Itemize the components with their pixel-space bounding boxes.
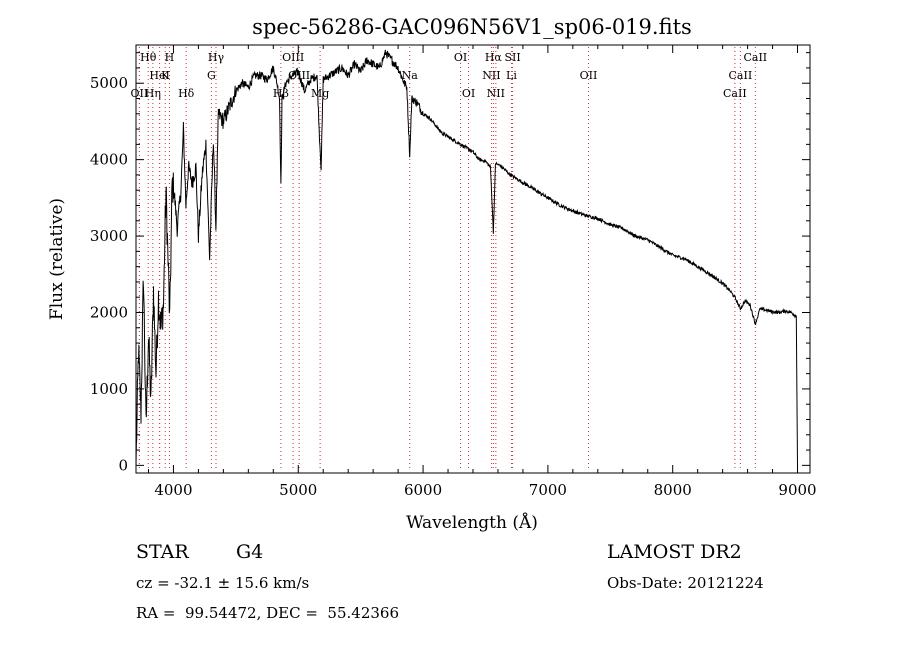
y-tick-label: 3000 [90,227,128,245]
line-marker-label: OII [131,87,149,100]
line-marker-label: K [161,69,170,82]
line-marker-label: Hβ [273,87,289,100]
line-marker-label: Hα [485,51,503,64]
line-marker-label: OI [462,87,475,100]
x-tick-label: 6000 [404,481,442,499]
line-marker-label: Hδ [178,87,195,100]
y-tick-label: 1000 [90,380,128,398]
line-marker-label: OI [454,51,467,64]
line-marker-label: SII [504,51,520,64]
line-marker-label: CaII [723,87,747,100]
line-marker-label: Hη [145,87,161,100]
coordinates: RA = 99.54472, DEC = 55.42366 [136,604,400,622]
line-marker-label: Li [506,69,517,82]
line-marker-label: G [207,69,216,82]
x-axis-label: Wavelength (Å) [406,512,538,533]
y-tick-label: 4000 [90,151,128,169]
y-tick-label: 2000 [90,304,128,322]
line-marker-label: HeI [149,69,169,82]
line-marker-label: Hθ [140,51,157,64]
x-tick-label: 7000 [529,481,567,499]
line-marker-label: CaII [743,51,767,64]
object-subclass: G4 [236,541,264,563]
y-tick-label: 0 [118,456,128,474]
line-marker-label: NII [482,69,500,82]
x-tick-label: 5000 [279,481,317,499]
redshift-readout: cz = -32.1 ± 15.6 km/s [136,574,310,592]
y-tick-label: 5000 [90,74,128,92]
line-marker-label: OII [580,69,598,82]
survey-name: LAMOST DR2 [607,541,742,563]
x-tick-label: 4000 [154,481,192,499]
line-marker-label: CaII [729,69,753,82]
line-marker-label: OIII [282,51,304,64]
object-class: STAR [136,541,189,563]
x-tick-label: 8000 [654,481,692,499]
x-tick-label: 9000 [778,481,816,499]
y-axis-label: Flux (relative) [47,198,67,320]
line-marker-label: Mg [311,87,329,100]
spectrum-line [135,49,798,466]
plot-frame [135,44,811,474]
line-marker-label: H [165,51,175,64]
chart-title: spec-56286-GAC096N56V1_sp06-019.fits [252,15,692,39]
obs-date: Obs-Date: 20121224 [607,574,764,592]
axis-ticks: 4000 5000 6000 7000 8000 9000 0 1000 2000 3000 400… [90,45,817,499]
line-marker-label: Hγ [208,51,225,64]
line-marker-label: Na [402,69,419,82]
line-marker-label: NII [487,87,505,100]
